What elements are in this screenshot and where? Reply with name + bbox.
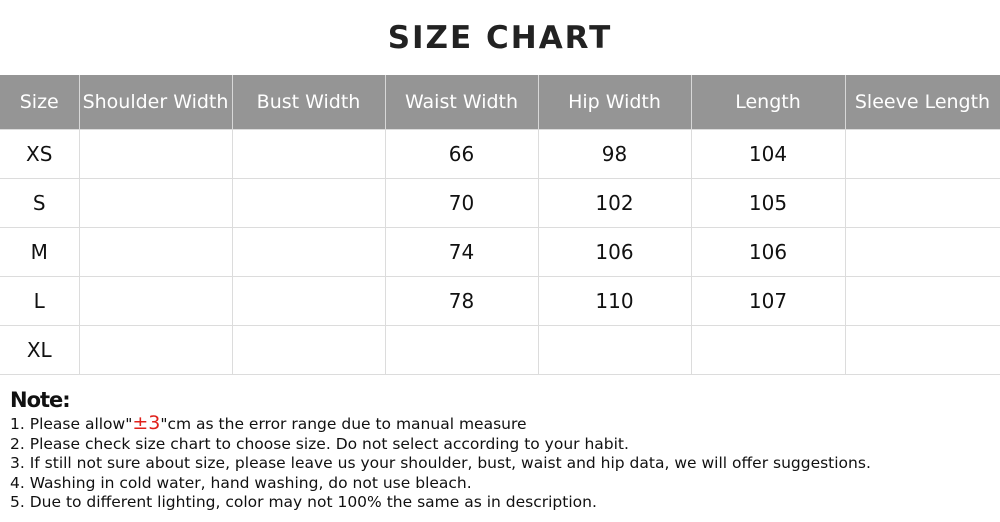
measurement-cell	[844, 178, 1000, 228]
measurement-cell: 70	[384, 178, 539, 228]
column-header: Sleeve Length	[845, 75, 1000, 130]
measurement-cell	[231, 325, 386, 375]
size-label-cell: XL	[0, 325, 80, 375]
note-item: 4. Washing in cold water, hand washing, …	[10, 473, 472, 492]
measurement-cell: 98	[537, 129, 692, 179]
table-row: M 74 106 106	[0, 227, 1000, 277]
measurement-cell	[231, 178, 386, 228]
note-item: 2. Please check size chart to choose siz…	[10, 434, 629, 453]
size-label-cell: S	[0, 178, 80, 228]
table-row: S 70 102 105	[0, 178, 1000, 228]
notes-section: Note: 1. Please allow"±3"cm as the error…	[10, 388, 871, 513]
column-header: Hip Width	[538, 75, 692, 130]
size-label-cell: XS	[0, 129, 80, 179]
measurement-cell: 107	[690, 276, 846, 326]
measurement-cell	[78, 178, 233, 228]
column-header: Size	[0, 75, 80, 130]
measurement-cell	[690, 325, 846, 375]
measurement-cell	[78, 129, 233, 179]
note-item: 3. If still not sure about size, please …	[10, 454, 871, 472]
measurement-cell: 102	[537, 178, 692, 228]
measurement-cell: 106	[690, 227, 846, 277]
measurement-cell	[844, 129, 1000, 179]
table-row: XS 66 98 104	[0, 129, 1000, 179]
measurement-cell	[844, 276, 1000, 326]
page-title: SIZE CHART	[387, 20, 613, 56]
measurement-cell: 78	[384, 276, 539, 326]
error-range-highlight: ±3	[132, 412, 161, 434]
table-row: L 78 110 107	[0, 276, 1000, 326]
measurement-cell: 105	[690, 178, 846, 228]
note-item: 5. Due to different lighting, color may …	[10, 493, 597, 511]
measurement-cell	[384, 325, 539, 375]
measurement-cell	[844, 325, 1000, 375]
measurement-cell	[231, 227, 386, 277]
measurement-cell	[78, 227, 233, 277]
measurement-cell: 66	[384, 129, 539, 179]
column-header: Shoulder Width	[79, 75, 233, 130]
measurement-cell	[844, 227, 1000, 277]
measurement-cell: 104	[690, 129, 846, 179]
size-chart-table: Size Shoulder Width Bust Width Waist Width H…	[0, 75, 1000, 375]
measurement-cell	[537, 325, 692, 375]
note-text: 1. Please allow"	[10, 415, 133, 433]
column-header: Bust Width	[232, 75, 386, 130]
size-label-cell: M	[0, 227, 80, 277]
measurement-cell: 106	[537, 227, 692, 277]
measurement-cell: 74	[384, 227, 539, 277]
size-label-cell: L	[0, 276, 80, 326]
column-header: Waist Width	[385, 75, 539, 130]
measurement-cell	[78, 276, 233, 326]
column-header: Length	[691, 75, 846, 130]
measurement-cell	[231, 276, 386, 326]
measurement-cell	[78, 325, 233, 375]
notes-heading: Note:	[10, 388, 71, 412]
table-header-row: Size Shoulder Width Bust Width Waist Width H…	[0, 75, 1000, 130]
measurement-cell	[231, 129, 386, 179]
table-row: XL	[0, 325, 1000, 375]
note-text: "cm as the error range due to manual mea…	[160, 415, 527, 433]
note-item: 1. Please allow"±3"cm as the error range…	[10, 412, 871, 435]
measurement-cell: 110	[537, 276, 692, 326]
